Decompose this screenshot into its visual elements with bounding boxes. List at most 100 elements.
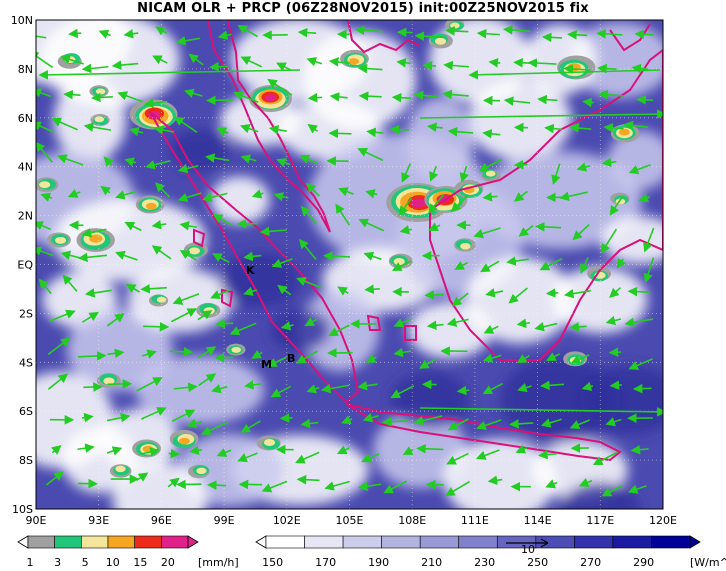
precip-patch [95, 88, 106, 95]
wind-arrow [428, 222, 441, 232]
coastline-vietnam [347, 20, 421, 54]
wind-arrow [300, 418, 319, 429]
wind-arrow [186, 418, 203, 429]
wind-arrow [592, 451, 618, 466]
lat-label: EQ [17, 259, 33, 272]
wind-arrow [516, 354, 530, 364]
wind-arrow [632, 383, 652, 394]
wind-arrow [153, 125, 175, 135]
coastline-borneo [429, 48, 663, 361]
wind-arrow [81, 63, 109, 74]
wind-arrow [454, 261, 469, 270]
precip-patch [618, 128, 630, 136]
station-marker: B [287, 352, 295, 365]
wind-arrow [545, 288, 559, 298]
wind-arrow [215, 318, 234, 329]
wind-arrow [233, 91, 259, 103]
precip-patch [264, 94, 277, 102]
wind-arrow [307, 92, 323, 103]
wind-arrow [60, 250, 81, 260]
wind-arrow [401, 163, 412, 183]
wind-arrow [197, 346, 217, 359]
wind-arrow [601, 157, 617, 168]
precip-patch [196, 467, 207, 475]
wind-arrow [81, 228, 107, 238]
wind-arrow [111, 60, 139, 70]
colorbar-tick-label: 170 [315, 556, 336, 569]
wind-arrow [115, 190, 137, 200]
wind-arrow [141, 407, 167, 420]
wind-arrow [578, 478, 593, 487]
wind-arrow [389, 124, 409, 135]
wind-arrow [391, 260, 412, 271]
wind-arrow [563, 288, 591, 299]
wind-arrow [168, 448, 181, 459]
olr-blob [607, 130, 663, 190]
wind-arrow [603, 123, 624, 133]
wind-arrow [177, 163, 199, 174]
precip-patch [203, 307, 215, 315]
colorbar-tick-label: 250 [527, 556, 548, 569]
precip-patch [188, 247, 201, 255]
wind-arrow [643, 227, 655, 253]
colorbar-tick-label: 290 [633, 556, 654, 569]
colorbar-swatch [574, 535, 614, 549]
wind-arrow [581, 381, 594, 392]
wind-arrow [337, 286, 349, 296]
wind-arrow [198, 373, 217, 387]
wind-arrow [171, 409, 196, 422]
wind-arrow [217, 30, 232, 40]
colorbar-tick-label: 190 [368, 556, 389, 569]
wind-arrow [184, 88, 203, 98]
wind-arrow [475, 449, 500, 460]
wind-arrow [212, 214, 233, 226]
wind-arrow [84, 288, 112, 298]
coastline-malay-peninsula [207, 20, 331, 233]
wind-arrow [63, 89, 81, 100]
wind-arrow [636, 95, 654, 105]
wind-arrow [304, 317, 317, 327]
lat-label: 8N [18, 63, 33, 76]
olr-blob [210, 176, 270, 224]
olr-blob [405, 97, 475, 183]
wind-arrow [107, 348, 125, 359]
colorbar-tick-label: 20 [161, 556, 175, 569]
wind-arrow [152, 55, 168, 65]
coastline-island-3 [404, 325, 417, 341]
lat-label: 2S [19, 307, 33, 320]
wind-arrow [271, 257, 293, 268]
lon-label: 108E [398, 514, 426, 527]
precip-patch [145, 202, 157, 210]
wind-vectors [36, 25, 663, 497]
wind-arrow [136, 472, 149, 482]
vector-reference: 10 [506, 538, 549, 556]
wind-arrow [36, 51, 54, 69]
wind-arrow [38, 69, 301, 80]
wind-arrow [601, 484, 623, 497]
wind-arrow [273, 192, 289, 202]
wind-arrow [429, 166, 439, 182]
chart-title: NICAM OLR + PRCP (06Z28NOV2015) init:00Z… [137, 1, 589, 16]
wind-arrow [51, 445, 62, 455]
olr-blob [428, 20, 532, 104]
wind-arrow [296, 350, 318, 364]
wind-arrow [155, 26, 168, 36]
wind-arrow [295, 451, 320, 464]
wind-arrow [358, 218, 385, 232]
lon-label: 99E [214, 514, 235, 527]
wind-arrow [598, 89, 624, 100]
precip-patch [231, 346, 242, 353]
wind-arrow [605, 315, 622, 326]
wind-arrow [51, 117, 78, 131]
wind-arrow [393, 347, 412, 358]
wind-arrow [624, 317, 654, 328]
wind-arrow [143, 98, 168, 109]
wind-arrow [643, 257, 655, 284]
wind-arrow [596, 29, 623, 39]
wind-arrow [48, 309, 76, 323]
wind-arrow [396, 58, 411, 68]
coastline-island-4 [366, 314, 382, 331]
wind-arrow [357, 63, 383, 74]
lon-label: 102E [273, 514, 301, 527]
precip-colorbar: 1 3 5 10 15 20 [17, 535, 199, 569]
